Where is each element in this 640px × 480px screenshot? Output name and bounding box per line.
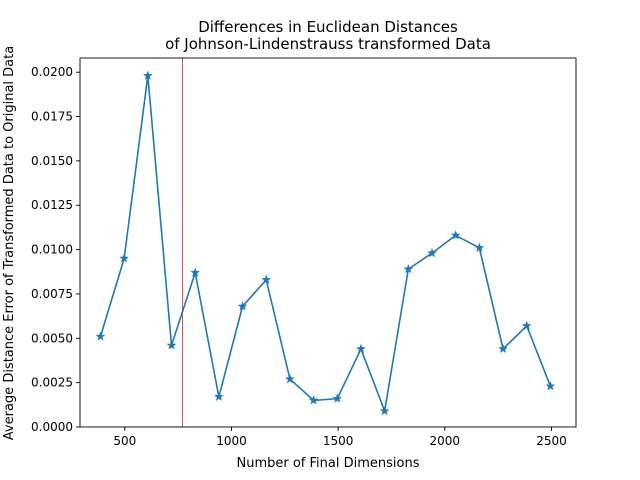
data-point-star [237, 301, 248, 311]
data-point-star [213, 391, 224, 402]
y-tick-label: 0.0200 [31, 65, 73, 79]
x-tick-label: 2000 [430, 434, 461, 448]
y-tick-label: 0.0025 [31, 376, 73, 390]
plot-frame [79, 57, 577, 428]
y-tick-label: 0.0075 [31, 287, 73, 301]
y-axis-label: Average Distance Error of Transformed Da… [2, 46, 17, 440]
data-point-star [403, 263, 414, 274]
data-point-star [450, 230, 461, 240]
y-tick-label: 0.0050 [31, 331, 73, 345]
y-tick-label: 0.0150 [31, 154, 73, 168]
chart-title-line-2: of Johnson-Lindenstrauss transformed Dat… [165, 35, 491, 53]
x-tick-label: 1000 [216, 434, 247, 448]
data-point-star [356, 343, 366, 354]
data-point-star [427, 247, 437, 258]
y-tick-label: 0.0000 [31, 420, 73, 434]
data-point-star [332, 393, 343, 403]
y-tick-label: 0.0100 [31, 243, 73, 257]
data-point-star [379, 405, 390, 416]
y-tick-label: 0.0125 [31, 198, 73, 212]
data-point-star [521, 320, 532, 331]
data-point-star [190, 267, 201, 277]
data-point-star [498, 343, 508, 354]
x-tick-label: 1500 [323, 434, 354, 448]
chart-title-line-1: Differences in Euclidean Distances [198, 18, 458, 36]
data-point-star [119, 253, 130, 263]
x-tick-label: 500 [113, 434, 136, 448]
data-point-star [308, 395, 319, 405]
data-point-star [284, 373, 295, 384]
y-tick-label: 0.0175 [31, 110, 73, 124]
data-point-star [166, 340, 177, 350]
data-point-star [545, 381, 556, 391]
plot-area: 500 1000 1500 2000 2500 0.0000 0.0025 0.0050 0.0… [31, 57, 577, 448]
data-point-star [95, 331, 106, 341]
x-axis-label: Number of Final Dimensions [237, 456, 420, 471]
series-line [99, 74, 552, 412]
data-point-star [261, 274, 272, 284]
x-tick-label: 2500 [536, 434, 567, 448]
data-point-star [474, 242, 485, 253]
data-point-star [142, 70, 153, 80]
